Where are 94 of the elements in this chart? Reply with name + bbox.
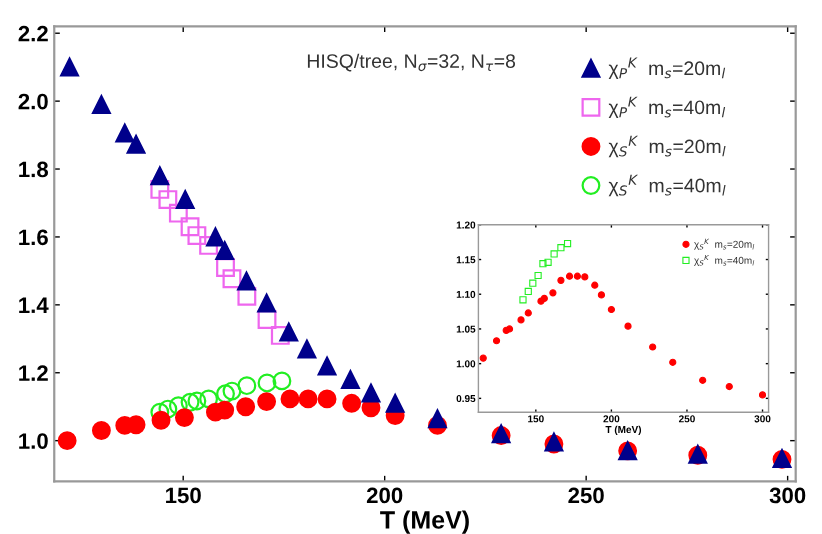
point (557, 244, 565, 252)
point (280, 389, 300, 409)
point (539, 260, 547, 268)
point (126, 415, 146, 435)
x-axis-title: T (MeV) (380, 510, 469, 534)
point (563, 239, 572, 248)
point (549, 289, 557, 297)
point (565, 272, 574, 280)
point (257, 373, 277, 393)
point (215, 241, 235, 260)
annotation: HISQ/tree, N$_{σ}$=32, N$_{τ}$=8 (307, 53, 516, 72)
point (725, 382, 733, 391)
point (57, 431, 77, 451)
point (174, 408, 194, 428)
point (257, 310, 277, 329)
point (236, 397, 256, 417)
point (215, 400, 235, 420)
point (529, 279, 537, 287)
point (492, 337, 501, 345)
point (199, 235, 219, 255)
point (115, 123, 135, 143)
point (581, 273, 589, 281)
point (534, 271, 542, 280)
point (91, 421, 111, 440)
point (340, 370, 360, 389)
point (216, 258, 235, 277)
point (361, 383, 381, 403)
point (187, 226, 207, 246)
point (60, 57, 80, 77)
y-tick-label: 1.8 (19, 161, 49, 178)
point (237, 376, 257, 396)
point (479, 354, 487, 362)
point (175, 190, 195, 210)
y-tick-label: 1.0 (19, 433, 48, 449)
point (342, 393, 362, 413)
point (126, 134, 146, 154)
point (519, 296, 527, 304)
point (557, 276, 565, 284)
point (257, 392, 277, 412)
point (168, 203, 188, 223)
point (669, 358, 677, 366)
point (591, 281, 599, 289)
point (607, 305, 616, 314)
point (524, 309, 532, 317)
point (758, 391, 767, 399)
point (151, 410, 171, 430)
point (180, 217, 200, 237)
point (180, 392, 200, 412)
point (272, 371, 292, 391)
y-tick-label: 1.6 (19, 229, 48, 246)
point (257, 293, 277, 313)
point (428, 409, 447, 429)
point (158, 190, 178, 210)
point (317, 389, 337, 409)
point (270, 325, 290, 345)
point (150, 166, 170, 186)
point (624, 322, 632, 330)
x-tick-label: 300 (769, 487, 806, 504)
point (517, 316, 525, 324)
point (222, 381, 242, 401)
point (91, 95, 111, 114)
legend-label: χ$_{S}$$^{K}$ m$_{s}$=20m$_{l}$ (608, 135, 726, 158)
y-tick-label: 2.0 (18, 93, 48, 110)
point (317, 356, 337, 376)
x-tick-label: 150 (166, 487, 201, 504)
point (222, 269, 242, 289)
point (524, 287, 532, 296)
point (237, 286, 257, 306)
point (297, 339, 317, 359)
point (187, 391, 207, 411)
x-tick-label: 200 (366, 487, 403, 504)
point (158, 399, 178, 419)
point (205, 227, 225, 247)
point (279, 322, 299, 342)
point (216, 384, 235, 404)
y-tick-label: 1.4 (19, 297, 49, 313)
point (168, 396, 188, 416)
y-tick-label: 1.2 (19, 365, 48, 381)
point (199, 389, 219, 409)
point (237, 271, 256, 291)
legend-label: χ$_{P}$$^{K}$ m$_{s}$=20m$_{l}$ (608, 57, 726, 79)
point (649, 343, 657, 351)
point (597, 291, 606, 299)
legend-label: χ$_{S}$$^{K}$ m$_{s}$=40m$_{l}$ (608, 174, 726, 197)
point (573, 272, 582, 280)
point (699, 376, 707, 384)
point (550, 250, 558, 258)
point (385, 393, 405, 413)
point (298, 389, 318, 409)
point (544, 258, 552, 266)
point (150, 179, 170, 199)
y-tick-label: 2.2 (18, 25, 48, 42)
x-tick-label: 250 (568, 487, 604, 504)
legend-label: χ$_{P}$$^{K}$ m$_{s}$=40m$_{l}$ (608, 96, 726, 119)
